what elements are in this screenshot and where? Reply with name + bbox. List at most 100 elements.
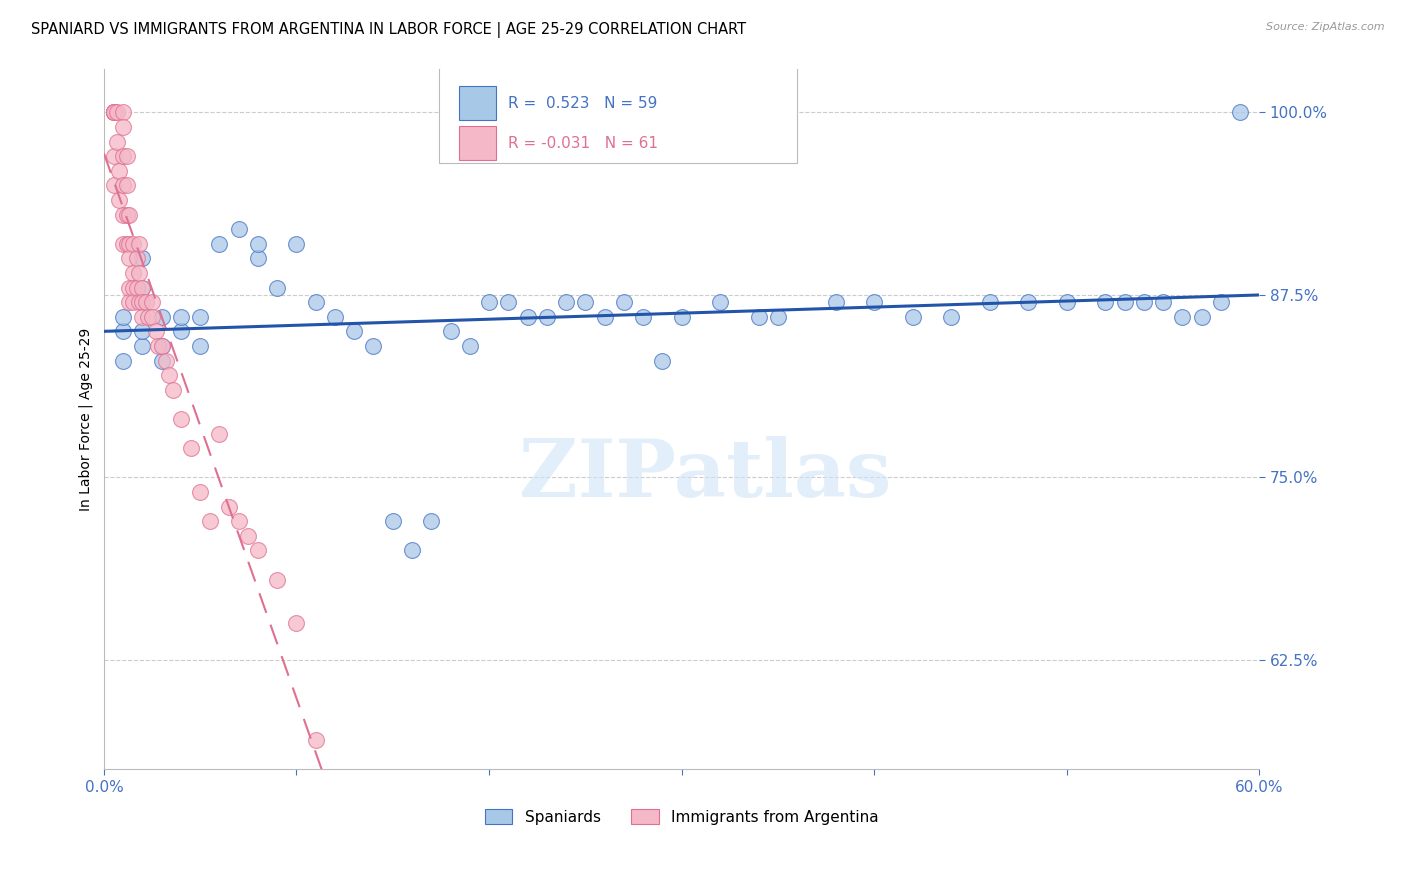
Point — [170, 324, 193, 338]
Point — [112, 120, 135, 134]
Point — [112, 236, 135, 251]
Text: Source: ZipAtlas.com: Source: ZipAtlas.com — [1267, 22, 1385, 32]
Point — [941, 310, 963, 324]
Point — [115, 236, 138, 251]
Point — [238, 529, 260, 543]
Point — [323, 310, 346, 324]
Point — [1209, 295, 1232, 310]
Point — [180, 441, 202, 455]
Point — [188, 310, 211, 324]
Point — [150, 353, 173, 368]
Text: ZIPatlas: ZIPatlas — [519, 436, 891, 514]
Point — [103, 105, 125, 120]
Text: R = -0.031   N = 61: R = -0.031 N = 61 — [509, 136, 658, 151]
Point — [121, 280, 143, 294]
Point — [103, 105, 125, 120]
Point — [121, 295, 143, 310]
Point — [246, 236, 269, 251]
Y-axis label: In Labor Force | Age 25-29: In Labor Force | Age 25-29 — [79, 327, 93, 510]
Point — [131, 295, 153, 310]
Point — [131, 280, 153, 294]
Point — [1017, 295, 1039, 310]
Point — [103, 105, 125, 120]
Point — [863, 295, 886, 310]
Point — [1171, 310, 1194, 324]
Point — [103, 105, 125, 120]
Point — [150, 310, 173, 324]
Point — [651, 353, 673, 368]
Point — [118, 295, 141, 310]
Point — [118, 280, 141, 294]
Point — [188, 484, 211, 499]
Point — [115, 207, 138, 221]
Point — [112, 105, 135, 120]
Point — [381, 514, 404, 528]
Point — [112, 178, 135, 193]
Point — [246, 543, 269, 558]
Point — [401, 543, 423, 558]
Point — [420, 514, 443, 528]
Point — [198, 514, 221, 528]
Point — [135, 295, 157, 310]
Point — [285, 616, 308, 631]
Point — [343, 324, 366, 338]
Point — [555, 295, 578, 310]
Point — [246, 252, 269, 266]
Point — [593, 310, 616, 324]
Point — [1191, 310, 1213, 324]
Point — [118, 236, 141, 251]
Point — [118, 252, 141, 266]
Point — [128, 236, 150, 251]
Point — [218, 500, 240, 514]
Point — [112, 310, 135, 324]
Point — [112, 353, 135, 368]
Point — [1114, 295, 1136, 310]
Point — [108, 163, 131, 178]
Point — [131, 339, 153, 353]
Point — [266, 573, 288, 587]
Point — [131, 252, 153, 266]
Point — [1229, 105, 1251, 120]
Point — [188, 339, 211, 353]
Point — [105, 105, 128, 120]
Point — [131, 310, 153, 324]
Point — [103, 149, 125, 163]
Point — [141, 295, 163, 310]
Point — [208, 426, 231, 441]
Point — [1056, 295, 1078, 310]
Point — [125, 252, 148, 266]
Point — [631, 310, 654, 324]
Point — [458, 339, 481, 353]
Point — [266, 280, 288, 294]
Point — [305, 295, 328, 310]
Point — [1132, 295, 1154, 310]
Point — [157, 368, 180, 383]
Point — [105, 135, 128, 149]
Point — [146, 339, 169, 353]
Point — [103, 105, 125, 120]
Point — [112, 149, 135, 163]
Point — [709, 295, 731, 310]
Point — [115, 149, 138, 163]
Point — [115, 178, 138, 193]
Point — [136, 310, 159, 324]
Point — [516, 310, 538, 324]
Point — [478, 295, 501, 310]
Point — [748, 310, 770, 324]
Point — [1094, 295, 1116, 310]
Point — [150, 339, 173, 353]
Point — [125, 280, 148, 294]
FancyBboxPatch shape — [439, 65, 797, 163]
Point — [824, 295, 846, 310]
Point — [131, 295, 153, 310]
Point — [305, 733, 328, 747]
Text: SPANIARD VS IMMIGRANTS FROM ARGENTINA IN LABOR FORCE | AGE 25-29 CORRELATION CHA: SPANIARD VS IMMIGRANTS FROM ARGENTINA IN… — [31, 22, 747, 38]
Point — [162, 383, 184, 397]
Point — [228, 514, 250, 528]
Point — [121, 236, 143, 251]
Point — [103, 105, 125, 120]
Point — [128, 266, 150, 280]
Legend: Spaniards, Immigrants from Argentina: Spaniards, Immigrants from Argentina — [485, 809, 879, 825]
Point — [439, 324, 461, 338]
Point — [901, 310, 924, 324]
